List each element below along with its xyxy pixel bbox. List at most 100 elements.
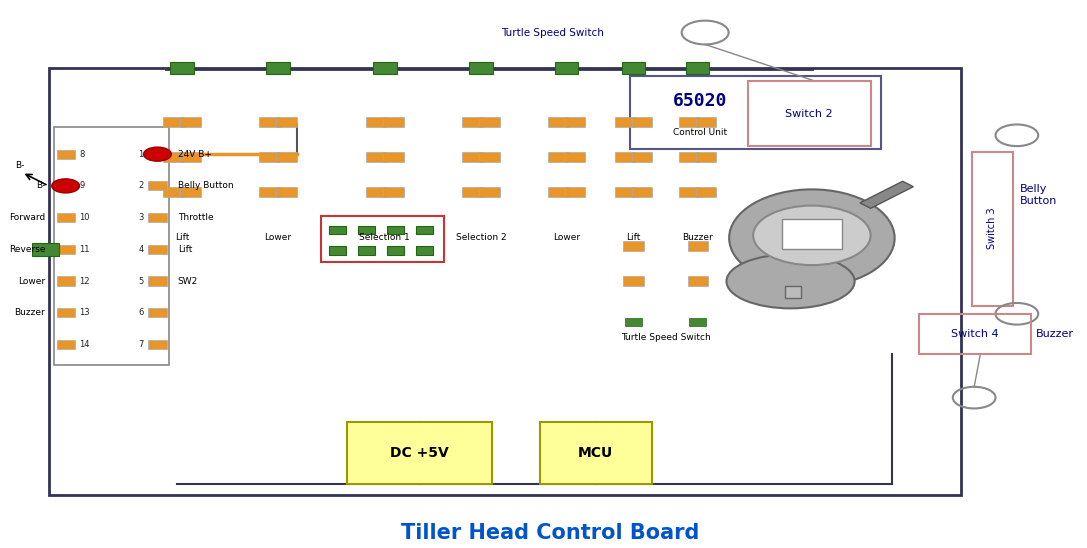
- Text: 9: 9: [79, 181, 85, 190]
- Bar: [687, 276, 708, 287]
- Text: Throttle: Throttle: [178, 213, 213, 222]
- Text: Forward: Forward: [9, 213, 46, 222]
- Bar: [624, 276, 644, 287]
- Text: 12: 12: [79, 277, 90, 286]
- Text: Lower: Lower: [553, 233, 579, 242]
- Bar: [679, 187, 699, 197]
- Text: Buzzer: Buzzer: [1036, 329, 1074, 339]
- Text: 10: 10: [79, 213, 90, 222]
- Bar: [470, 62, 492, 73]
- Text: Buzzer: Buzzer: [683, 233, 713, 242]
- Bar: [366, 187, 387, 197]
- Bar: [163, 117, 184, 127]
- Bar: [149, 308, 166, 317]
- Text: DC +5V: DC +5V: [390, 446, 449, 460]
- Bar: [348, 422, 491, 484]
- Bar: [260, 117, 279, 127]
- Bar: [565, 117, 585, 127]
- Text: 1: 1: [138, 150, 143, 159]
- Bar: [260, 152, 279, 162]
- Bar: [57, 181, 75, 191]
- Bar: [632, 117, 652, 127]
- Bar: [163, 152, 184, 162]
- Bar: [782, 219, 841, 249]
- Circle shape: [753, 206, 871, 265]
- Bar: [149, 181, 166, 191]
- Bar: [615, 152, 635, 162]
- Text: B-: B-: [15, 161, 24, 170]
- Bar: [149, 245, 166, 254]
- Text: 2: 2: [138, 181, 143, 190]
- Bar: [622, 62, 646, 73]
- Bar: [149, 277, 166, 286]
- Text: Lower: Lower: [18, 277, 46, 286]
- Text: 3: 3: [138, 213, 143, 222]
- Bar: [329, 226, 347, 235]
- Text: Reverse: Reverse: [9, 245, 46, 254]
- Circle shape: [143, 147, 172, 161]
- Bar: [548, 152, 567, 162]
- Bar: [384, 117, 403, 127]
- Bar: [919, 314, 1030, 355]
- Bar: [615, 187, 635, 197]
- Bar: [32, 243, 59, 256]
- Bar: [54, 127, 170, 365]
- Bar: [321, 216, 443, 262]
- Bar: [373, 62, 397, 73]
- Text: Belly Button: Belly Button: [178, 181, 234, 190]
- Bar: [276, 117, 297, 127]
- Bar: [687, 241, 708, 252]
- Text: Switch 4: Switch 4: [951, 329, 999, 339]
- Bar: [625, 318, 642, 326]
- Bar: [462, 117, 483, 127]
- Text: Switch 3: Switch 3: [987, 208, 997, 249]
- Bar: [748, 81, 871, 146]
- Bar: [462, 187, 483, 197]
- Bar: [686, 62, 710, 73]
- Bar: [180, 187, 201, 197]
- Bar: [149, 340, 166, 349]
- Bar: [260, 187, 279, 197]
- Bar: [972, 151, 1013, 306]
- Bar: [565, 152, 585, 162]
- Text: Turtle Speed Switch: Turtle Speed Switch: [501, 27, 603, 37]
- Bar: [329, 246, 347, 255]
- Bar: [554, 62, 578, 73]
- Bar: [366, 117, 387, 127]
- Bar: [57, 150, 75, 159]
- Bar: [479, 187, 500, 197]
- Circle shape: [52, 179, 79, 193]
- Bar: [479, 152, 500, 162]
- Bar: [630, 76, 882, 149]
- Ellipse shape: [726, 254, 854, 309]
- Bar: [539, 422, 652, 484]
- Bar: [387, 226, 404, 235]
- Text: Control Unit: Control Unit: [673, 128, 727, 137]
- Bar: [358, 246, 375, 255]
- Polygon shape: [860, 181, 913, 208]
- Text: MCU: MCU: [578, 446, 613, 460]
- Text: 7: 7: [138, 340, 143, 349]
- Bar: [679, 152, 699, 162]
- Text: 11: 11: [79, 245, 90, 254]
- Text: Lift: Lift: [178, 245, 192, 254]
- Bar: [548, 187, 567, 197]
- Text: Buzzer: Buzzer: [14, 309, 46, 317]
- Bar: [384, 187, 403, 197]
- Bar: [632, 187, 652, 197]
- Text: Turtle Speed Switch: Turtle Speed Switch: [621, 333, 711, 342]
- Text: Lift: Lift: [175, 233, 189, 242]
- Bar: [49, 68, 961, 495]
- Bar: [57, 277, 75, 286]
- Text: 65020: 65020: [673, 93, 727, 110]
- Bar: [180, 117, 201, 127]
- Text: B-: B-: [36, 181, 46, 190]
- Text: Belly
Button: Belly Button: [1020, 184, 1058, 206]
- Bar: [180, 152, 201, 162]
- Text: Lift: Lift: [626, 233, 641, 242]
- Text: 24V B+: 24V B+: [178, 150, 212, 159]
- Bar: [696, 117, 716, 127]
- Bar: [149, 150, 166, 159]
- Text: Tiller Head Control Board: Tiller Head Control Board: [401, 523, 700, 543]
- Bar: [548, 117, 567, 127]
